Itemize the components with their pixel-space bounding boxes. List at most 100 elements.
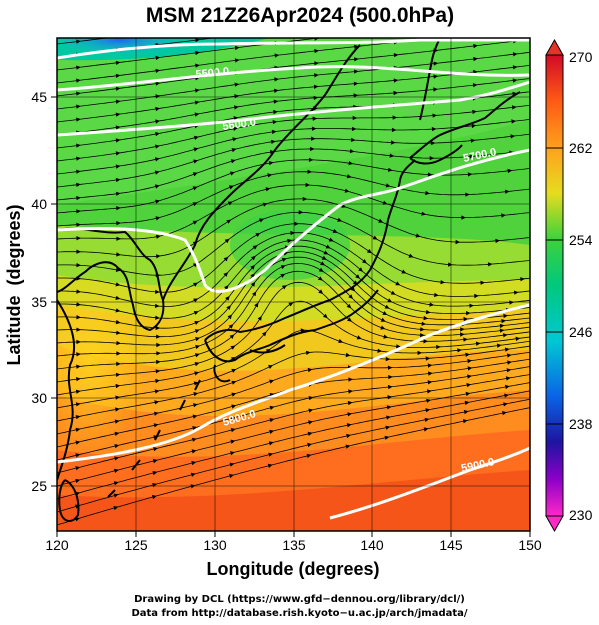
streamline-arrow <box>192 220 198 225</box>
streamline-arrow <box>349 149 355 154</box>
streamline-arrow <box>460 332 465 337</box>
streamline-arrow <box>271 129 277 135</box>
streamline-arrow <box>116 361 121 367</box>
streamline-arrow <box>76 91 81 96</box>
streamline-arrow <box>191 461 197 466</box>
streamline-arrow <box>504 393 509 398</box>
streamline-arrow <box>76 289 81 294</box>
streamline-arrow <box>390 290 396 295</box>
streamline-arrow <box>457 348 462 353</box>
streamline-arrow <box>75 415 81 420</box>
streamline-arrow <box>465 352 470 357</box>
streamline-arrow <box>434 292 439 298</box>
streamline-arrow <box>75 466 81 471</box>
streamline-arrow <box>194 112 200 117</box>
streamline-arrow <box>115 282 121 287</box>
streamline-arrow <box>384 304 390 309</box>
streamline-arrow <box>431 126 437 132</box>
streamline-arrow <box>393 90 399 96</box>
streamline-arrow <box>433 74 439 79</box>
streamline-arrow <box>428 371 433 376</box>
streamline-arrow <box>395 281 401 286</box>
streamline <box>57 390 530 500</box>
streamline-arrow <box>426 398 431 403</box>
streamline-arrow <box>420 327 425 332</box>
streamline-arrow <box>192 186 198 191</box>
streamline-arrow <box>281 285 287 290</box>
streamline-arrow <box>463 409 469 415</box>
streamline-arrow <box>467 366 473 371</box>
streamline-arrow <box>231 392 237 397</box>
streamline-arrow <box>195 50 200 56</box>
streamline-arrow <box>115 164 121 169</box>
streamline-arrow <box>475 341 481 346</box>
graticule <box>57 38 530 531</box>
streamline-arrow <box>154 400 160 405</box>
streamline-arrow <box>474 293 479 299</box>
streamline-arrow <box>76 156 81 161</box>
streamline-arrow <box>115 191 121 196</box>
streamline-arrow <box>350 137 356 142</box>
streamline-arrow <box>194 88 200 93</box>
streamline-arrow <box>320 261 326 266</box>
streamline-arrow <box>227 314 233 320</box>
streamline-arrow <box>520 277 525 282</box>
streamline-arrow <box>274 88 279 93</box>
streamline-arrow <box>314 73 319 78</box>
streamline-arrow <box>193 282 198 287</box>
streamline-arrow <box>225 295 230 301</box>
streamline-arrow <box>155 378 160 384</box>
streamline-arrow <box>76 222 81 227</box>
streamline-arrow <box>429 302 435 307</box>
streamline-arrow <box>193 311 199 315</box>
streamline-arrow <box>507 168 513 174</box>
streamline-arrow <box>153 423 159 428</box>
colorbar-gradient <box>545 54 564 517</box>
streamline-arrow <box>259 218 265 223</box>
x-tick-label: 120 <box>45 537 69 553</box>
streamline-arrow <box>421 211 427 216</box>
streamline <box>57 366 530 461</box>
streamline-arrow <box>231 368 237 373</box>
streamline-arrow <box>353 81 359 86</box>
streamline-arrow <box>467 172 473 177</box>
streamline-arrow <box>234 82 240 87</box>
streamline-arrow <box>425 190 430 196</box>
streamline-arrow <box>234 105 239 110</box>
streamline-arrow <box>306 453 312 459</box>
streamline-arrow <box>332 228 338 233</box>
streamline-arrow <box>307 431 313 436</box>
colorbar-tick-label: 262 <box>569 140 593 156</box>
streamline-arrow <box>322 313 328 319</box>
streamline-arrow <box>467 374 472 379</box>
y-tick-label: 35 <box>31 294 47 310</box>
streamline-arrow <box>273 99 279 104</box>
streamline-arrow <box>224 285 229 290</box>
colorbar-bottom-arrow <box>545 515 564 533</box>
streamline-arrow <box>76 249 81 254</box>
streamline-arrow <box>116 236 121 241</box>
streamline-arrow <box>155 216 161 221</box>
streamline-arrow <box>501 213 506 218</box>
streamline-arrow <box>387 365 393 370</box>
streamline <box>57 223 530 293</box>
streamline-arrow <box>115 295 121 300</box>
streamline-arrow <box>382 311 388 315</box>
colorbar-tick-label: 270 <box>569 49 593 65</box>
streamline-arrow <box>257 315 262 321</box>
streamline-arrow <box>269 418 275 423</box>
streamline-arrow <box>280 265 286 270</box>
colorbar-tick-label: 254 <box>569 232 593 248</box>
streamline-arrow <box>392 115 398 120</box>
streamline-arrow <box>308 157 314 162</box>
streamline-arrow <box>272 119 278 125</box>
streamline-arrow <box>512 52 518 57</box>
credit-data-source: Data from http://database.rish.kyoto−u.a… <box>131 608 468 619</box>
streamline-arrow <box>195 337 200 342</box>
streamline-arrow <box>116 330 121 335</box>
streamline-arrow <box>346 433 352 439</box>
streamline-arrow <box>155 234 161 239</box>
streamline-arrow <box>311 136 316 141</box>
streamline-arrow <box>307 367 313 373</box>
streamline-arrow <box>430 141 436 146</box>
